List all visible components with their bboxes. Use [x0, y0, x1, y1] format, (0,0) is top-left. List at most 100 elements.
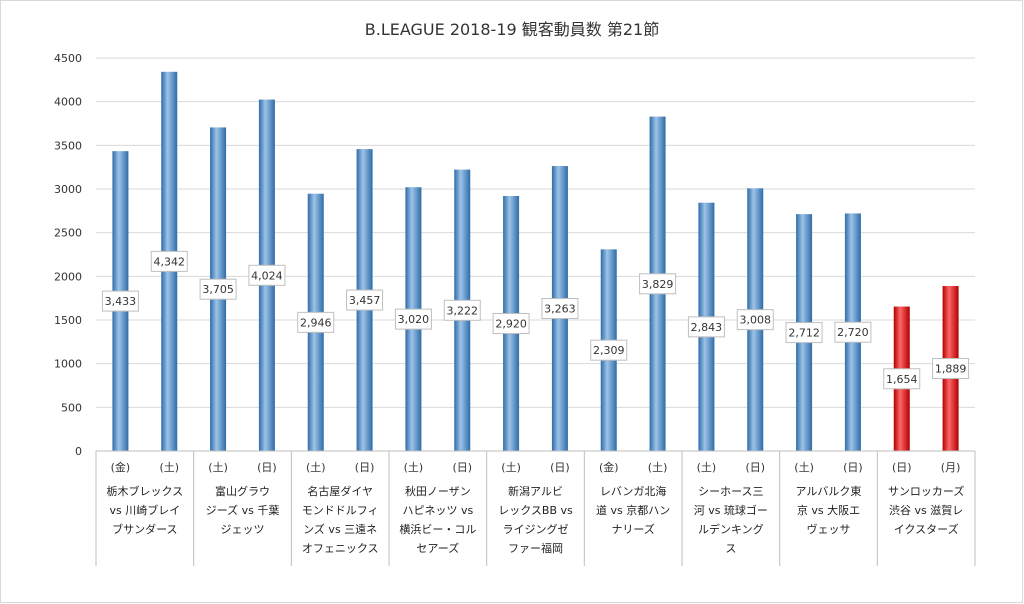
x-tick-label-line: ナリーズ [611, 522, 654, 536]
x-tick-label-group: 秋田ノーザンハピネッツ vs 横浜ビー・コルセアーズ [399, 484, 476, 555]
y-tick-label: 2500 [54, 227, 82, 240]
data-label-text: 2,843 [691, 321, 723, 334]
data-label-text: 3,705 [202, 283, 234, 296]
data-label: 2,843 [687, 316, 725, 338]
x-tick-label-day: (土) [306, 461, 326, 474]
data-label: 3,020 [394, 308, 432, 330]
data-label-box [883, 368, 921, 390]
data-label-text: 1,654 [886, 373, 918, 386]
x-tick-label-line: ハピネッツ vs [402, 504, 473, 517]
data-label-box [443, 299, 481, 321]
data-label-box [541, 298, 579, 320]
x-axis: (金) (土) 栃木ブレックス vs 川崎ブレイブサンダース (土) (日) 富山グラウジー… [95, 450, 976, 566]
data-label: 3,008 [736, 309, 774, 331]
data-label-text: 2,712 [788, 327, 820, 340]
data-label-box [785, 322, 823, 344]
x-tick-label-line: 渋谷 vs 滋賀レ [889, 504, 963, 517]
x-tick-label-line: レバンガ北海 [600, 484, 667, 498]
x-tick-label-group: 名古屋ダイヤモンドドルフィンズ vs 三遠ネオフェニックス [302, 484, 379, 555]
data-label: 3,433 [101, 290, 139, 312]
x-tick-label-day: (土) [159, 461, 179, 474]
x-tick-label-day: (日) [257, 461, 277, 474]
data-label-text: 3,020 [398, 313, 430, 326]
data-label-box [932, 358, 970, 380]
x-tick-label-day: (金) [599, 460, 619, 474]
data-label-box [492, 312, 530, 334]
x-tick-label-line: ファー福岡 [508, 541, 563, 555]
x-tick-label-line: 秋田ノーザン [405, 484, 471, 498]
data-label-text: 2,720 [837, 326, 869, 339]
data-label-text: 1,889 [935, 363, 967, 376]
data-label-text: 3,457 [349, 294, 381, 307]
x-tick-label-day: (土) [648, 461, 668, 474]
data-label-box [297, 311, 335, 333]
x-tick-label-day: (日) [843, 461, 863, 474]
x-tick-label-day: (土) [501, 461, 521, 474]
data-label: 2,720 [834, 321, 872, 343]
x-tick-label-line: ンズ vs 三遠ネ [303, 522, 377, 536]
data-label: 3,222 [443, 299, 481, 321]
x-tick-label-day: (土) [404, 461, 424, 474]
data-label-text: 3,433 [105, 295, 137, 308]
data-label: 1,889 [932, 358, 970, 380]
data-label: 3,705 [199, 278, 237, 300]
data-label-text: 2,309 [593, 344, 625, 357]
y-tick-label: 3500 [54, 139, 82, 152]
x-tick-label-line: ヴェッサ [807, 522, 851, 536]
data-label-box [394, 308, 432, 330]
x-tick-label-line: アルバルク東 [796, 485, 862, 498]
data-label-text: 2,920 [495, 317, 527, 330]
data-label-box [834, 321, 872, 343]
data-label-box [687, 316, 725, 338]
x-tick-label-line: サンロッカーズ [888, 484, 964, 498]
x-tick-label-line: ライジングゼ [503, 522, 569, 536]
data-label: 4,024 [248, 264, 286, 286]
y-tick-label: 2000 [54, 270, 82, 283]
x-tick-label-group: 富山グラウジーズ vs 千葉ジェッツ [206, 484, 280, 536]
x-tick-label-day: (月) [941, 461, 961, 474]
y-tick-label: 1500 [54, 314, 82, 327]
y-tick-label: 500 [61, 401, 82, 414]
y-tick-label: 4500 [54, 52, 82, 65]
x-tick-label-line: レックスBB vs [498, 504, 573, 517]
x-tick-label-line: 栃木ブレックス [106, 484, 183, 498]
data-label: 3,457 [346, 289, 384, 311]
data-label-text: 3,263 [544, 303, 576, 316]
data-label-text: 4,342 [154, 255, 186, 268]
x-tick-label-day: (日) [745, 461, 765, 474]
x-tick-label-line: オフェニックス [302, 542, 379, 555]
x-tick-label-day: (日) [550, 461, 570, 474]
data-label-box [248, 264, 286, 286]
x-tick-label-group: アルバルク東京 vs 大阪エヴェッサ [796, 485, 862, 536]
x-tick-label-line: ブサンダース [112, 522, 177, 536]
y-tick-label: 1000 [54, 358, 82, 371]
x-tick-label-day: (金) [111, 460, 131, 474]
x-tick-label-line: vs 川崎ブレイ [109, 503, 180, 517]
x-tick-label-line: イクスターズ [894, 522, 959, 536]
x-tick-label-day: (日) [452, 461, 472, 474]
data-label: 2,920 [492, 312, 530, 334]
data-label-box [101, 290, 139, 312]
x-tick-label-line: モンドドルフィ [302, 504, 379, 517]
y-tick-label: 3000 [54, 183, 82, 196]
data-label-text: 3,829 [642, 278, 674, 291]
data-label: 4,342 [150, 250, 188, 272]
x-tick-label-group: シーホース三河 vs 琉球ゴールデンキングス [694, 485, 768, 555]
data-label-text: 3,008 [740, 314, 772, 327]
data-label-box [199, 278, 237, 300]
y-tick-label: 4000 [54, 96, 82, 109]
data-label-box [639, 273, 677, 295]
x-tick-label-line: 名古屋ダイヤ [307, 484, 373, 498]
data-label: 3,263 [541, 298, 579, 320]
x-tick-label-group: サンロッカーズ渋谷 vs 滋賀レイクスターズ [888, 484, 964, 536]
x-tick-label-day: (土) [208, 461, 228, 474]
x-tick-label-group: 栃木ブレックス vs 川崎ブレイブサンダース [106, 484, 183, 536]
x-tick-label-line: 新潟アルビ [508, 484, 563, 498]
x-tick-label-line: ジーズ vs 千葉 [206, 503, 280, 517]
x-tick-label-line: 横浜ビー・コル [399, 522, 476, 536]
x-tick-label-line: 富山グラウ [215, 484, 270, 498]
x-tick-label-group: レバンガ北海道 vs 京都ハンナリーズ [596, 484, 670, 536]
data-label: 2,712 [785, 322, 823, 344]
